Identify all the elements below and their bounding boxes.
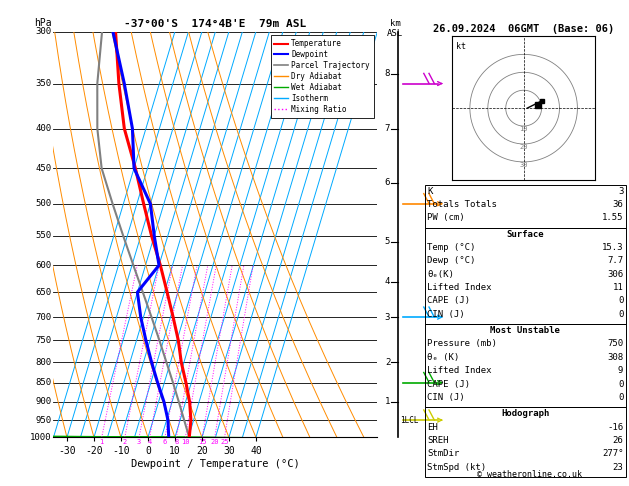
Text: 2: 2 (385, 358, 390, 367)
Text: CIN (J): CIN (J) (427, 310, 465, 319)
Text: 4: 4 (385, 277, 390, 286)
Text: 20: 20 (520, 144, 528, 150)
Text: EH: EH (427, 423, 438, 432)
Text: 500: 500 (36, 199, 52, 208)
Text: 1LCL: 1LCL (401, 416, 419, 425)
Title: -37°00'S  174°4B'E  79m ASL: -37°00'S 174°4B'E 79m ASL (125, 19, 306, 30)
Text: 11: 11 (613, 283, 623, 292)
Text: 3: 3 (618, 187, 623, 196)
Text: 10: 10 (181, 439, 189, 446)
Text: 2: 2 (123, 439, 127, 446)
Text: -16: -16 (607, 423, 623, 432)
Text: 1: 1 (99, 439, 104, 446)
Text: Dewp (°C): Dewp (°C) (427, 257, 476, 265)
Text: 20: 20 (211, 439, 219, 446)
Text: 6: 6 (163, 439, 167, 446)
Text: 750: 750 (36, 336, 52, 345)
Text: 26.09.2024  06GMT  (Base: 06): 26.09.2024 06GMT (Base: 06) (433, 24, 615, 34)
Text: 26: 26 (613, 436, 623, 445)
Text: Most Unstable: Most Unstable (490, 326, 560, 335)
Text: 15.3: 15.3 (602, 243, 623, 252)
Text: 900: 900 (36, 398, 52, 406)
Text: 15: 15 (198, 439, 206, 446)
Text: 950: 950 (36, 416, 52, 425)
Text: 650: 650 (36, 288, 52, 296)
Text: 9: 9 (618, 366, 623, 375)
Text: 1000: 1000 (30, 433, 52, 442)
Text: 3: 3 (385, 312, 390, 322)
Text: 1.55: 1.55 (602, 213, 623, 223)
Text: 36: 36 (613, 200, 623, 209)
Text: 23: 23 (613, 463, 623, 472)
Text: Lifted Index: Lifted Index (427, 366, 492, 375)
Text: Temp (°C): Temp (°C) (427, 243, 476, 252)
Text: 1: 1 (385, 398, 390, 406)
Text: Pressure (mb): Pressure (mb) (427, 340, 497, 348)
Text: ASL: ASL (387, 29, 403, 38)
Text: 30: 30 (520, 162, 528, 168)
Text: 550: 550 (36, 231, 52, 241)
Text: SREH: SREH (427, 436, 448, 445)
Text: Lifted Index: Lifted Index (427, 283, 492, 292)
Text: θₑ(K): θₑ(K) (427, 270, 454, 279)
Text: 700: 700 (36, 312, 52, 322)
Text: 450: 450 (36, 164, 52, 173)
Text: K: K (427, 187, 433, 196)
Text: 6: 6 (385, 178, 390, 188)
Legend: Temperature, Dewpoint, Parcel Trajectory, Dry Adiabat, Wet Adiabat, Isotherm, Mi: Temperature, Dewpoint, Parcel Trajectory… (270, 35, 374, 118)
Text: Hodograph: Hodograph (501, 409, 549, 418)
Text: 350: 350 (36, 79, 52, 88)
Text: 7.7: 7.7 (607, 257, 623, 265)
Text: Surface: Surface (506, 230, 544, 239)
Text: 400: 400 (36, 124, 52, 133)
Text: CIN (J): CIN (J) (427, 393, 465, 402)
Text: StmDir: StmDir (427, 450, 459, 458)
Text: 850: 850 (36, 378, 52, 387)
Text: kt: kt (455, 42, 465, 51)
Text: 7: 7 (385, 124, 390, 133)
Text: 3: 3 (137, 439, 141, 446)
Text: CAPE (J): CAPE (J) (427, 380, 470, 389)
Text: StmSpd (kt): StmSpd (kt) (427, 463, 486, 472)
Text: 300: 300 (36, 27, 52, 36)
Text: 306: 306 (607, 270, 623, 279)
Text: © weatheronline.co.uk: © weatheronline.co.uk (477, 469, 582, 479)
X-axis label: Dewpoint / Temperature (°C): Dewpoint / Temperature (°C) (131, 459, 300, 469)
Text: 0: 0 (618, 310, 623, 319)
Text: km: km (390, 18, 401, 28)
Text: hPa: hPa (34, 17, 52, 28)
Text: 750: 750 (607, 340, 623, 348)
Text: CAPE (J): CAPE (J) (427, 296, 470, 306)
Text: 800: 800 (36, 358, 52, 367)
Text: 600: 600 (36, 260, 52, 270)
Text: 308: 308 (607, 353, 623, 362)
Text: 8: 8 (174, 439, 179, 446)
Text: θₑ (K): θₑ (K) (427, 353, 459, 362)
Text: Totals Totals: Totals Totals (427, 200, 497, 209)
Text: 25: 25 (220, 439, 229, 446)
Text: 0: 0 (618, 296, 623, 306)
Text: 277°: 277° (602, 450, 623, 458)
Text: 10: 10 (520, 126, 528, 132)
Text: 4: 4 (147, 439, 152, 446)
Text: PW (cm): PW (cm) (427, 213, 465, 223)
Text: 0: 0 (618, 380, 623, 389)
Text: 0: 0 (618, 393, 623, 402)
Text: 8: 8 (385, 69, 390, 78)
Text: 5: 5 (385, 238, 390, 246)
